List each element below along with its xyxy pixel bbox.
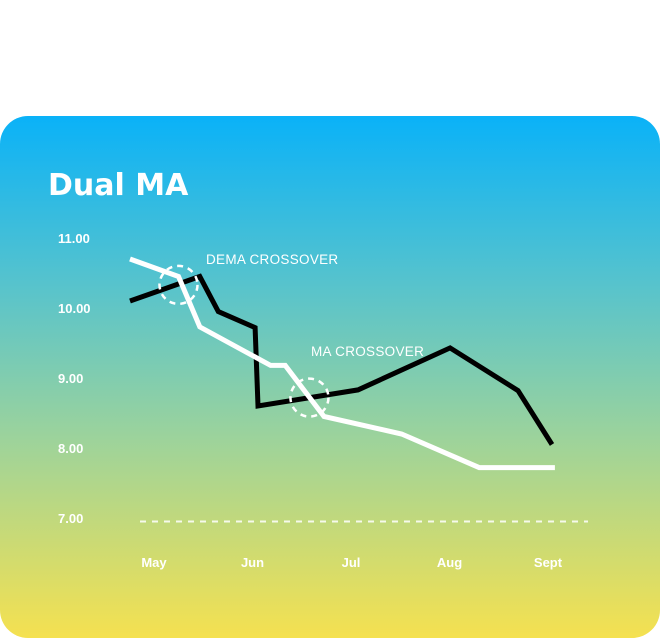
x-tick-label: Jul: [342, 555, 361, 570]
series-line-black: [129, 273, 555, 446]
x-tick-label: Jun: [241, 555, 264, 570]
series-line-white: [129, 256, 555, 471]
crossover-marker: [289, 377, 330, 418]
crossover-label: DEMA CROSSOVER: [206, 252, 338, 267]
chart-card: [0, 116, 660, 638]
y-tick-label: 9.00: [58, 371, 83, 386]
x-tick-label: Sept: [534, 555, 563, 570]
crossover-marker: [158, 264, 199, 306]
x-tick-label: Aug: [437, 555, 462, 570]
x-tick-label: May: [141, 555, 167, 570]
annotations: DEMA CROSSOVER MA CROSSOVER: [158, 252, 424, 418]
y-tick-label: 11.00: [58, 231, 90, 246]
y-tick-label: 8.00: [58, 441, 83, 456]
chart-title: Dual MA: [48, 168, 189, 203]
y-tick-label: 7.00: [58, 511, 83, 526]
x-axis-ticks: May Jun Jul Aug Sept: [141, 555, 562, 570]
y-axis-ticks: 7.00 8.00 9.00 10.00 11.00: [58, 231, 91, 526]
crossover-label: MA CROSSOVER: [311, 344, 424, 359]
y-tick-label: 10.00: [58, 301, 91, 316]
series-lines: [129, 256, 555, 471]
